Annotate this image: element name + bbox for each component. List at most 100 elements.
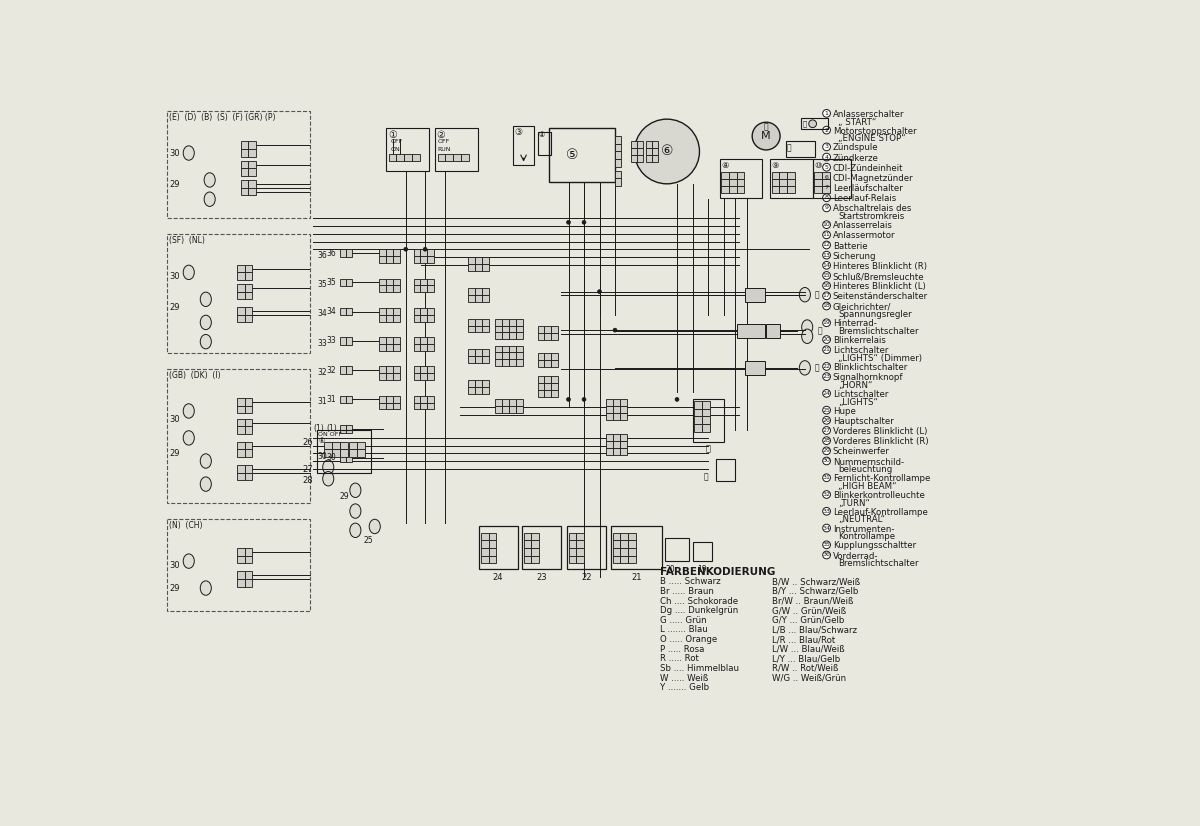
Circle shape [613,328,617,332]
Bar [340,449,348,457]
Text: 29: 29 [169,449,180,458]
Bar [613,548,620,556]
Circle shape [823,292,830,300]
Bar [475,287,481,295]
Bar [812,159,851,197]
Bar [728,179,737,186]
Bar [236,406,245,413]
Circle shape [424,247,427,251]
Bar [340,308,346,316]
Bar [745,287,764,301]
Bar [241,161,248,169]
Text: Kupplungsschaltter: Kupplungsschaltter [833,541,916,550]
Bar [438,154,445,162]
Bar [721,173,728,179]
Text: Dg .... Dunkelgrün: Dg .... Dunkelgrün [660,606,738,615]
Text: (GB)  (DK)  (I): (GB) (DK) (I) [169,371,221,380]
Bar [385,337,392,344]
Bar [392,315,400,321]
Bar [346,337,353,344]
Text: 12: 12 [823,243,830,248]
Text: Scheinwerfer: Scheinwerfer [833,448,889,456]
Text: Leerläufschalter: Leerläufschalter [833,184,902,193]
Text: G ..... Grün: G ..... Grün [660,616,707,624]
Text: ⑯: ⑯ [814,363,818,373]
Text: 25: 25 [364,536,373,545]
Bar [236,442,245,449]
Bar [427,308,434,315]
Bar [468,349,475,356]
Bar [481,257,488,263]
Text: Hinteres Blinklicht (R): Hinteres Blinklicht (R) [833,262,926,271]
Bar [414,344,420,351]
Bar [620,540,628,548]
Bar [628,533,636,540]
Bar [324,442,332,449]
Circle shape [823,302,830,310]
Bar [523,540,532,548]
Circle shape [823,541,830,548]
Bar [436,128,478,171]
Bar [245,472,252,480]
Text: Ch .... Schokorade: Ch .... Schokorade [660,596,738,605]
Bar [420,278,427,286]
Bar [414,396,420,402]
Text: OFF: OFF [390,139,402,145]
Text: ⑩: ⑩ [814,161,822,169]
Bar [332,442,340,449]
Bar [606,434,613,441]
Bar [702,416,709,424]
Bar [420,249,427,256]
Bar [236,579,245,586]
Bar [414,278,420,286]
Circle shape [823,282,830,289]
Bar [628,556,636,563]
Text: Nummernschild-: Nummernschild- [833,458,904,467]
Text: 21: 21 [631,572,642,582]
Bar [502,345,509,353]
Bar [245,419,252,426]
Bar [392,278,400,286]
Circle shape [823,373,830,381]
Bar [502,406,509,413]
Text: 24: 24 [822,391,830,396]
Bar [569,556,576,563]
Bar [576,548,584,556]
Text: ⑰: ⑰ [703,472,708,482]
Text: ON: ON [390,147,400,152]
Text: Blinkerrelais: Blinkerrelais [833,336,886,345]
Bar [481,356,488,363]
Bar [427,402,434,410]
Text: ⑱: ⑱ [706,444,710,453]
Text: 30: 30 [169,415,180,424]
Bar [420,396,427,402]
Bar [630,155,637,162]
Bar [494,319,502,325]
Bar [479,526,518,569]
Bar [379,286,385,292]
Text: 4: 4 [824,154,828,159]
Circle shape [823,335,830,344]
Bar [702,409,709,416]
Bar [494,406,502,413]
Ellipse shape [370,520,380,534]
Text: 15: 15 [823,273,830,278]
Bar [502,325,509,332]
Bar [481,287,488,295]
Circle shape [598,290,601,293]
Bar [523,533,532,540]
Bar [414,308,420,315]
Text: 27: 27 [822,428,830,433]
Text: 31: 31 [317,397,326,406]
Text: 2: 2 [824,128,828,133]
Text: G/Y ... Grün/Gelb: G/Y ... Grün/Gelb [773,616,845,624]
Bar [481,319,488,325]
Bar [420,315,427,321]
Bar [692,542,712,561]
Text: „HIGH BEAM“: „HIGH BEAM“ [839,482,896,491]
Bar [516,359,523,366]
Bar [392,337,400,344]
Bar [745,361,764,375]
Text: „ START“: „ START“ [839,117,876,126]
Bar [404,154,412,162]
